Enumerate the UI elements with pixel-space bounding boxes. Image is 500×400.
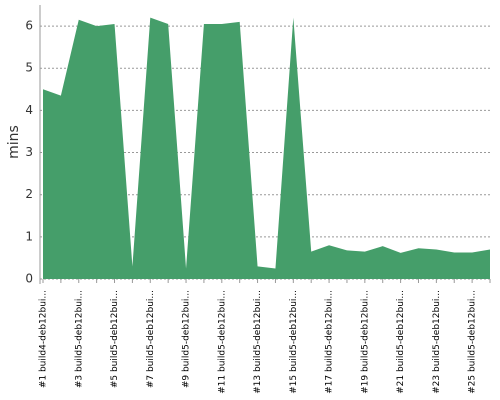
x-tick-label: #9 build5-deb12bui... — [182, 290, 192, 388]
x-tick-label: #25 build5-deb12bui... — [468, 290, 478, 394]
x-tick-label: #3 build5-deb12bui... — [74, 290, 84, 388]
x-tick-label: #23 build5-deb12bui... — [432, 290, 442, 394]
x-tick-label: #13 build5-deb12bui... — [253, 290, 263, 394]
y-tick-label: 4 — [25, 103, 33, 117]
x-tick-label: #19 build5-deb12bui... — [360, 290, 370, 394]
y-tick-label: 5 — [25, 61, 33, 75]
x-tick-label: #21 build5-deb12bui... — [396, 290, 406, 394]
y-axis-label: mins — [6, 125, 22, 159]
y-tick-label: 2 — [25, 187, 33, 201]
x-tick-label: #1 build4-deb12bui... — [39, 290, 49, 388]
y-tick-label: 6 — [25, 19, 33, 33]
y-tick-label: 0 — [25, 272, 33, 286]
x-tick-label: #15 build5-deb12bui... — [289, 290, 299, 394]
x-tick-label: #17 build5-deb12bui... — [325, 290, 335, 394]
x-tick-label: #7 build5-deb12bui... — [146, 290, 156, 388]
x-tick-label: #11 build5-deb12bui... — [217, 290, 227, 394]
area — [43, 17, 490, 280]
y-tick-label: 1 — [25, 229, 33, 243]
y-tick-label: 3 — [25, 145, 33, 159]
x-tick-label: #5 build5-deb12bui... — [110, 290, 120, 388]
